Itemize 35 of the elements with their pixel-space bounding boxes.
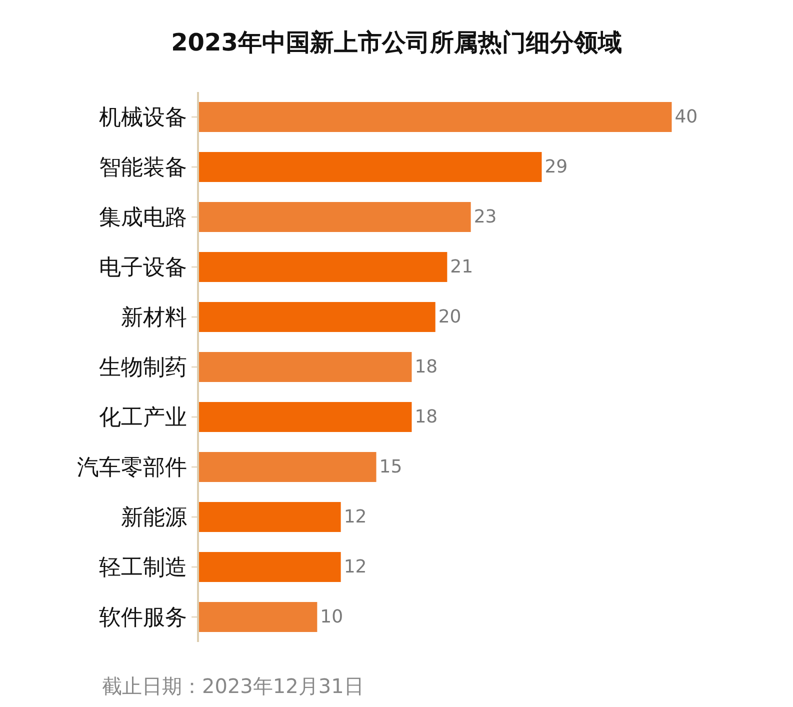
data-label: 23 xyxy=(474,206,497,228)
y-tick-label: 智能装备 xyxy=(98,156,187,181)
y-tick-label: 新材料 xyxy=(120,306,187,331)
data-label: 20 xyxy=(438,306,462,328)
y-tick-label: 生物制药 xyxy=(98,356,187,381)
data-label: 18 xyxy=(414,406,438,428)
data-label: 15 xyxy=(379,456,402,478)
y-tick-label: 软件服务 xyxy=(98,606,187,631)
text: 截止日期：2023年12月31日 xyxy=(102,674,364,698)
data-label: 18 xyxy=(414,356,438,378)
bar xyxy=(199,352,412,382)
bar xyxy=(199,452,376,482)
chart-title: 2023年中国新上市公司所属热门细分领域 xyxy=(171,28,622,56)
bar xyxy=(199,152,542,182)
y-tick-label: 化工产业 xyxy=(98,406,187,431)
data-label: 12 xyxy=(344,556,367,578)
data-label: 40 xyxy=(674,106,698,128)
data-label: 29 xyxy=(544,156,568,178)
bar xyxy=(199,602,318,632)
data-label: 12 xyxy=(344,506,367,528)
bar xyxy=(199,202,471,232)
bar xyxy=(199,102,672,132)
bar xyxy=(199,402,412,432)
bar xyxy=(199,502,341,532)
data-label: 21 xyxy=(450,256,474,278)
y-tick-label: 新能源 xyxy=(120,506,187,531)
bar xyxy=(199,552,341,582)
y-tick-label: 电子设备 xyxy=(98,256,187,281)
y-tick-label: 轻工制造 xyxy=(98,556,187,581)
bar xyxy=(199,302,436,332)
y-tick-label: 机械设备 xyxy=(98,106,187,131)
y-tick-label: 集成电路 xyxy=(98,206,187,231)
data-label: 10 xyxy=(320,606,344,628)
y-tick-label: 汽车零部件 xyxy=(76,456,187,481)
bar xyxy=(199,252,448,282)
